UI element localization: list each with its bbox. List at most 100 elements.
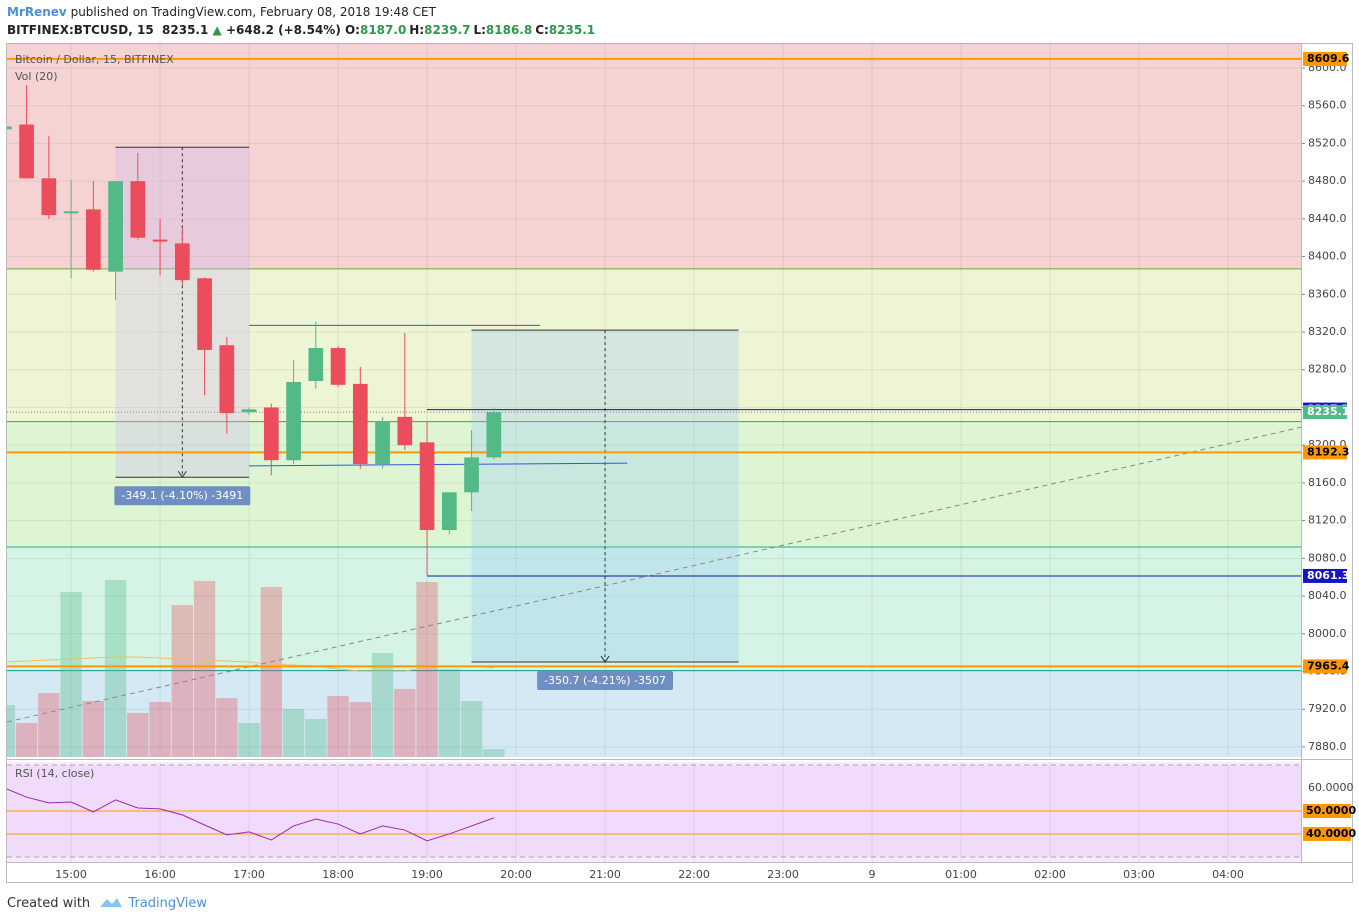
volume-bar: [327, 696, 349, 757]
x-tick-label: 04:00: [1212, 868, 1244, 881]
candle-body: [197, 278, 212, 350]
price-tag: [1303, 405, 1347, 420]
volume-bar: [305, 719, 327, 757]
measure-label-bg: [114, 486, 251, 506]
volume-bar: [282, 709, 305, 757]
price-tag: [1303, 659, 1347, 674]
candle-body: [219, 345, 235, 414]
rsi-level-label: 50.0000: [1306, 804, 1356, 817]
x-tick-label: 18:00: [322, 868, 354, 881]
candle-body: [41, 178, 57, 216]
x-tick-label: 22:00: [678, 868, 710, 881]
candle-body: [263, 407, 279, 461]
y-tick-label: 8120.0: [1308, 514, 1347, 527]
volume-bar: [349, 702, 371, 757]
volume-bar: [7, 705, 16, 757]
y-tick-label: 8480.0: [1308, 174, 1347, 187]
candle-body: [108, 181, 123, 272]
measure-label-text: -349.1 (-4.10%) -3491: [121, 489, 243, 502]
rsi-tick-label: 60.0000: [1308, 781, 1354, 794]
y-tick-label: 8400.0: [1308, 250, 1347, 263]
last: 8235.1: [162, 23, 209, 37]
x-tick-label: 19:00: [411, 868, 443, 881]
measure-label: -349.1 (-4.10%) -3491: [114, 486, 251, 506]
y-tick-label: 8320.0: [1308, 325, 1347, 338]
volume-bar: [394, 689, 416, 757]
candle-body: [152, 239, 168, 242]
published: published on TradingView.com, February 0…: [70, 5, 436, 19]
logo: [100, 898, 123, 907]
candle-body: [486, 412, 502, 458]
volume-bar: [171, 605, 194, 757]
brand[interactable]: TradingView: [128, 896, 207, 911]
symbol-line: BITFINEX:BTCUSD, 15 8235.1 ▲ +648.2 (+8.…: [7, 21, 598, 39]
author[interactable]: MrRenev: [7, 5, 67, 19]
volume-bar: [60, 592, 82, 757]
candle-body: [7, 126, 12, 130]
volume-bar: [15, 723, 38, 757]
ohlc: O:8187.0 H:8239.7 L:8186.8 C:8235.1: [345, 23, 598, 37]
rsi-pane: [7, 762, 1301, 862]
main-pane: -349.1 (-4.10%) -3491 -350.7 (-4.21%) -35…: [7, 43, 1301, 757]
candle-body: [397, 416, 413, 446]
chart: -349.1 (-4.10%) -3491 -350.7 (-4.21%) -35…: [6, 43, 1356, 883]
x-tick-label: 9: [869, 868, 876, 881]
candle-body: [308, 348, 324, 382]
header: MrRenev published on TradingView.com, Fe…: [7, 3, 598, 39]
y-tick-label: 8360.0: [1308, 287, 1347, 300]
price-tag: [1303, 445, 1347, 460]
volume-bar: [193, 581, 216, 757]
volume-bar: [149, 702, 171, 757]
measure-arrowhead: [177, 470, 187, 479]
ohlc-label: H:: [409, 23, 425, 37]
y-tick-label: 8000.0: [1308, 627, 1347, 640]
candle-body: [464, 457, 479, 493]
y-tick-label: 8040.0: [1308, 589, 1347, 602]
volume-bar: [371, 653, 394, 757]
volume-bar: [260, 587, 282, 757]
x-tick-label: 16:00: [144, 868, 176, 881]
volume-bar: [416, 582, 438, 757]
candle-body: [85, 209, 101, 270]
volume-ma: [7, 656, 494, 672]
price-tag: [1303, 51, 1347, 66]
candle-body: [352, 383, 368, 465]
volume-bar: [460, 701, 483, 757]
ohlc-label: O:: [344, 23, 360, 37]
volume-bar: [127, 713, 149, 757]
candle-body: [375, 421, 390, 465]
ohlc-label: C:: [535, 23, 549, 37]
volume-bar: [82, 701, 105, 757]
candle-body: [63, 211, 79, 214]
x-tick-label: 02:00: [1034, 868, 1066, 881]
rsi-level-label: 40.0000: [1306, 827, 1356, 840]
ohlc-label: L:: [473, 23, 486, 37]
footer: Created with TradingView: [7, 893, 207, 911]
y-tick-label: 8080.0: [1308, 551, 1347, 564]
y-tick-label: 8280.0: [1308, 363, 1347, 376]
symbol: BITFINEX:BTCUSD, 15: [7, 23, 154, 37]
y-tick-label: 8160.0: [1308, 476, 1347, 489]
measure-arrowhead: [600, 655, 610, 663]
x-tick-label: 21:00: [589, 868, 621, 881]
candle-body: [241, 409, 257, 413]
x-tick-label: 15:00: [55, 868, 87, 881]
ohlc-value: 8187.0: [359, 23, 407, 37]
x-tick-label: 23:00: [767, 868, 799, 881]
rsi-line: [7, 788, 494, 842]
chart-title: Bitcoin / Dollar, 15, BITFINEX: [15, 53, 174, 66]
candle-body: [130, 181, 146, 238]
candle-body: [19, 124, 34, 179]
volume-bar: [238, 723, 260, 757]
measure-label: -350.7 (-4.21%) -3507: [537, 671, 674, 691]
volume-title: Vol (20): [15, 70, 58, 83]
rsi-title: RSI (14, close): [15, 767, 94, 780]
volume-bar: [104, 580, 127, 757]
measure-label-text: -350.7 (-4.21%) -3507: [544, 674, 666, 687]
candle-body: [419, 442, 435, 531]
x-tick-label: 01:00: [945, 868, 977, 881]
y-tick-label: 7920.0: [1308, 702, 1347, 715]
y-tick-label: 8560.0: [1308, 99, 1347, 112]
ohlc-value: 8186.8: [485, 23, 533, 37]
